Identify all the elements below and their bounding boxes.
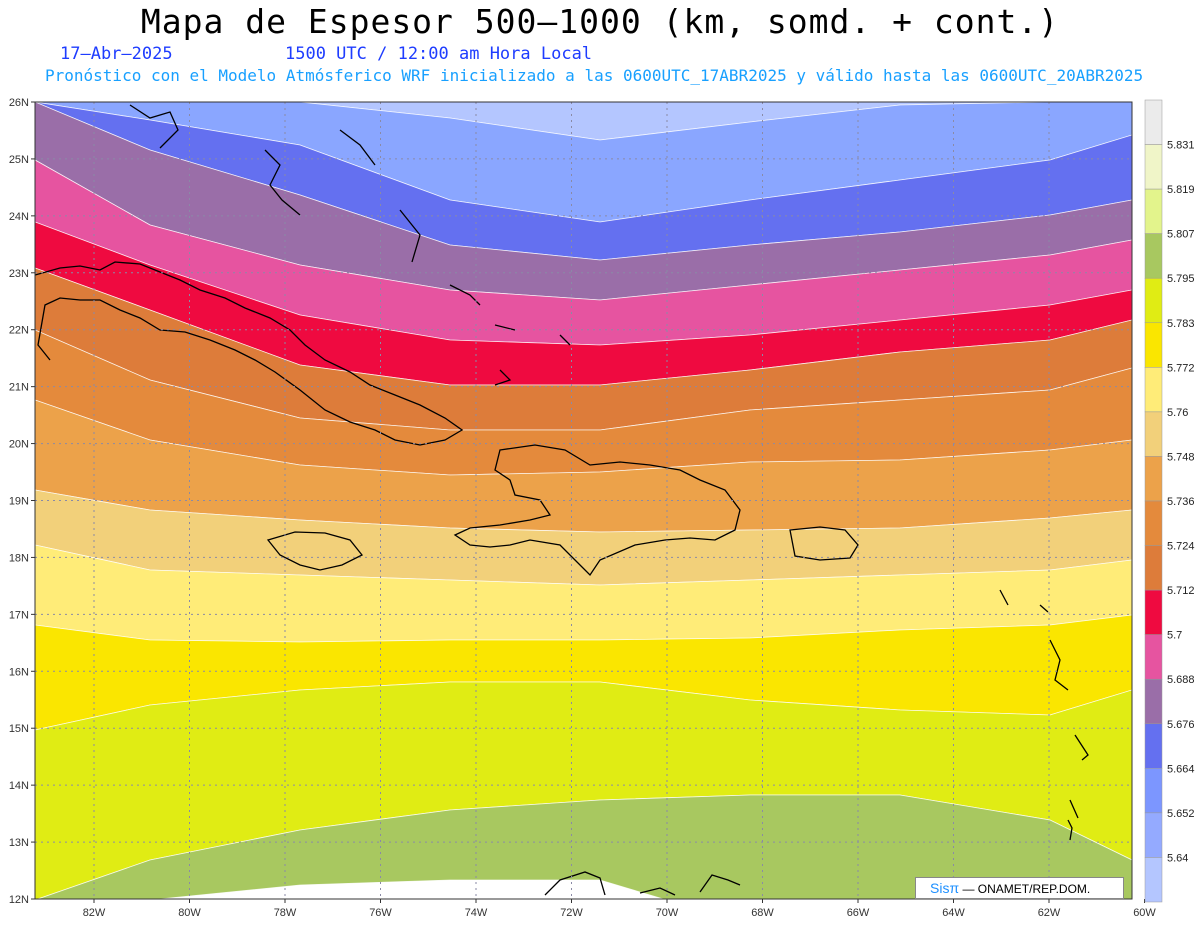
colorbar-label: 5.652 [1167, 808, 1195, 820]
latitude-label: 17N [9, 609, 29, 621]
colorbar-label: 5.76 [1167, 407, 1188, 419]
latitude-label: 13N [9, 837, 29, 849]
longitude-labels: 82W 80W 78W 76W 74W 72W 70W 68W 66W 64W 62W 60W [83, 899, 1156, 919]
lesser-antilles-coastline [999, 589, 1089, 841]
colorbar-swatch [1144, 500, 1163, 546]
colorbar-swatch [1144, 144, 1163, 190]
south-america-coastline [544, 871, 741, 896]
colorbar-label: 5.712 [1167, 585, 1195, 597]
puerto-rico-coastline [789, 526, 859, 561]
latitude-labels: 26N 25N 24N 23N 22N 21N 20N 19N 18N 17N 16N 15N 14N 1… [9, 97, 35, 906]
colorbar-swatch [1144, 456, 1163, 502]
longitude-label: 66W [847, 907, 870, 919]
latitude-label: 12N [9, 894, 29, 906]
colorbar-swatch [1144, 277, 1163, 324]
colorbar-swatch [1144, 678, 1163, 725]
sispi-logo: Sisπ [930, 880, 960, 896]
longitude-label: 68W [751, 907, 774, 919]
forecast-label: Pronóstico con el Modelo Atmósferico WRF… [45, 66, 1144, 85]
graticule [35, 102, 1132, 899]
latitude-label: 24N [9, 211, 29, 223]
latitude-label: 18N [9, 552, 29, 564]
longitude-label: 78W [274, 907, 297, 919]
longitude-label: 64W [942, 907, 965, 919]
colorbar-swatch [1144, 723, 1163, 769]
colorbar-label: 5.688 [1167, 674, 1195, 686]
thickness-band [35, 102, 1132, 141]
credit-box: Sisπ — ONAMET/REP.DOM. [915, 877, 1124, 899]
colorbar-swatch [1144, 99, 1163, 145]
colorbar-label: 5.819 [1167, 184, 1195, 196]
longitude-label: 74W [465, 907, 488, 919]
colorbar-swatch [1144, 768, 1163, 814]
longitude-label: 70W [656, 907, 679, 919]
colorbar-swatch [1144, 367, 1163, 413]
jamaica-coastline [266, 531, 364, 571]
page-title: Mapa de Espesor 500—1000 (km, somd. + co… [140, 2, 1060, 41]
latitude-label: 22N [9, 325, 29, 337]
colorbar-label: 5.736 [1167, 496, 1195, 508]
colorbar-swatch [1144, 545, 1163, 591]
colorbar: 5.831 5.819 5.807 5.795 5.783 5.772 5.76 5.748 5… [1144, 99, 1195, 903]
colorbar-label: 5.795 [1167, 273, 1195, 285]
colorbar-swatch [1144, 411, 1163, 457]
colorbar-label: 5.748 [1167, 451, 1195, 463]
latitude-label: 23N [9, 268, 29, 280]
colorbar-label: 5.831 [1167, 140, 1195, 152]
colorbar-label: 5.664 [1167, 763, 1195, 775]
credit-text: — ONAMET/REP.DOM. [962, 882, 1091, 896]
colorbar-swatch [1144, 188, 1163, 234]
latitude-label: 20N [9, 439, 29, 451]
colorbar-swatch [1144, 322, 1163, 368]
coastlines [35, 104, 1089, 896]
longitude-label: 82W [83, 907, 106, 919]
bahamas-coastline [129, 104, 571, 386]
colorbar-swatch [1144, 857, 1163, 903]
latitude-label: 14N [9, 780, 29, 792]
time-label: 1500 UTC / 12:00 am Hora Local [285, 44, 593, 64]
latitude-label: 26N [9, 97, 29, 109]
colorbar-label: 5.783 [1167, 318, 1195, 330]
latitude-label: 21N [9, 382, 29, 394]
longitude-label: 62W [1038, 907, 1061, 919]
colorbar-label: 5.772 [1167, 362, 1195, 374]
thickness-band [36, 794, 1132, 899]
colorbar-label: 5.724 [1167, 541, 1195, 553]
latitude-label: 19N [9, 496, 29, 508]
longitude-label: 80W [178, 907, 201, 919]
colorbar-label: 5.64 [1167, 852, 1188, 864]
longitude-label: 76W [369, 907, 392, 919]
colorbar-label: 5.7 [1167, 630, 1182, 642]
latitude-label: 25N [9, 154, 29, 166]
colorbar-label: 5.676 [1167, 719, 1195, 731]
thickness-bands [35, 102, 1132, 899]
colorbar-swatch [1144, 233, 1163, 279]
longitude-label: 72W [560, 907, 583, 919]
colorbar-swatch [1144, 589, 1163, 635]
longitude-label: 60W [1133, 907, 1156, 919]
latitude-label: 16N [9, 666, 29, 678]
colorbar-swatch [1144, 812, 1163, 858]
cuba-coastline [35, 261, 464, 446]
colorbar-swatch [1144, 634, 1163, 680]
date-label: 17—Abr—2025 [60, 44, 173, 64]
latitude-label: 15N [9, 723, 29, 735]
colorbar-label: 5.807 [1167, 229, 1195, 241]
hispaniola-coastline [453, 444, 741, 577]
